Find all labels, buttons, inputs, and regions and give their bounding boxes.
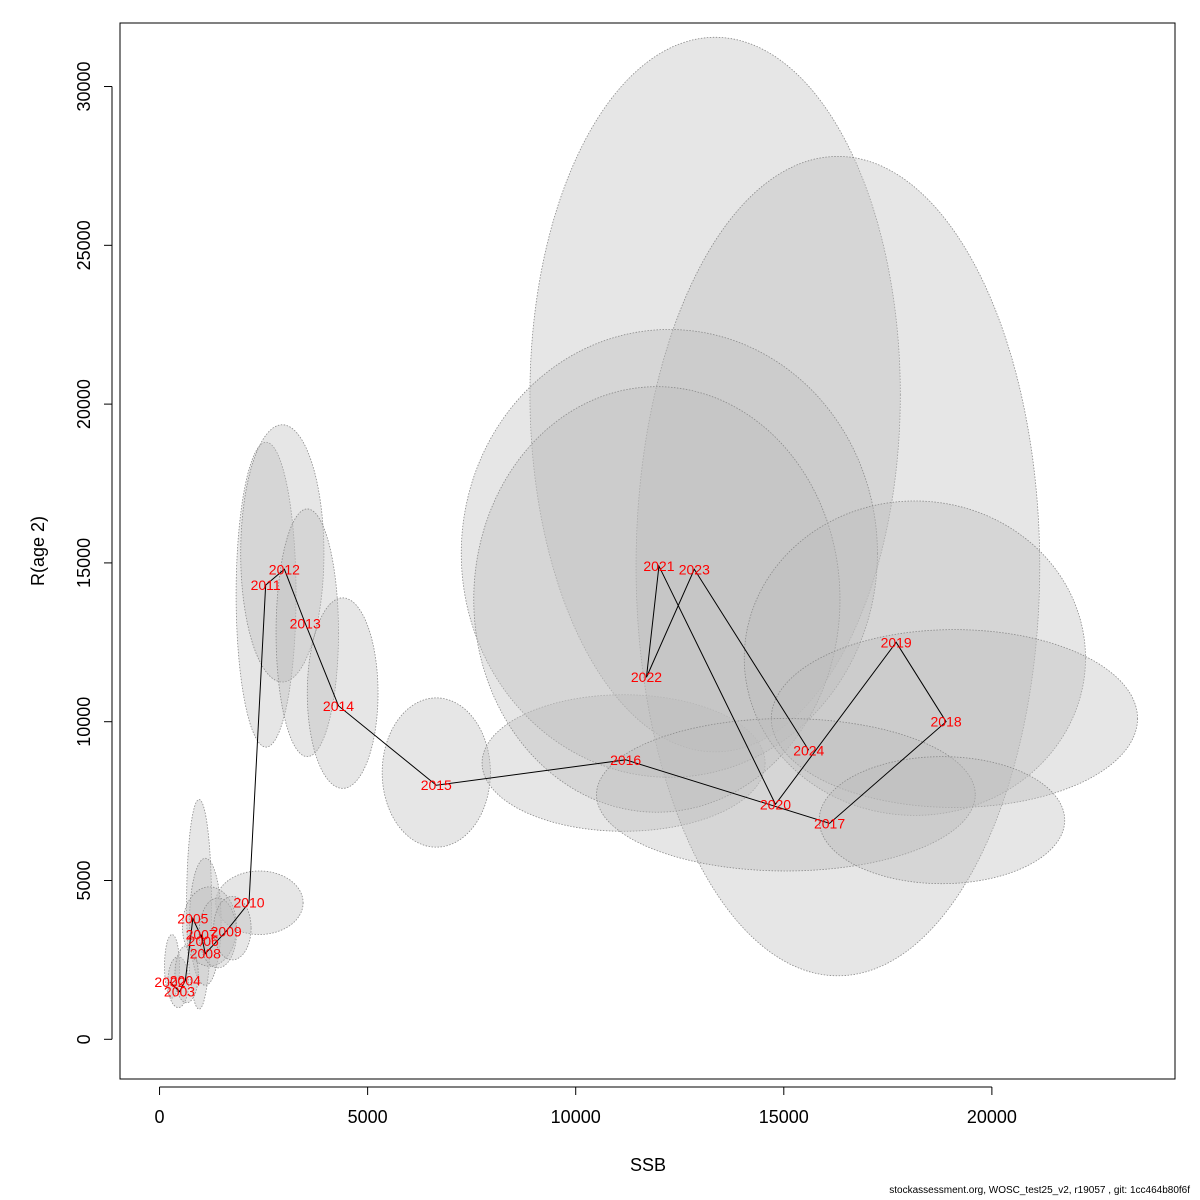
confidence-ellipse-1 bbox=[186, 799, 212, 1010]
y-tick-label-5000: 5000 bbox=[74, 860, 94, 900]
confidence-ellipse-0 bbox=[215, 870, 304, 935]
x-axis: 0 5000 10000 15000 20000 bbox=[155, 1086, 1017, 1127]
confidence-ellipse-19 bbox=[743, 500, 1086, 816]
uncertainty-ellipses bbox=[164, 36, 1138, 1010]
year-label-2020: 2020 bbox=[760, 796, 791, 812]
y-tick-label-30000: 30000 bbox=[74, 61, 94, 111]
y-tick-label-20000: 20000 bbox=[74, 379, 94, 429]
trajectory-line bbox=[169, 564, 947, 993]
x-tick-label-10000: 10000 bbox=[551, 1107, 601, 1127]
year-label-2009: 2009 bbox=[211, 923, 242, 939]
year-label-2018: 2018 bbox=[931, 714, 962, 730]
y-tick-label-10000: 10000 bbox=[74, 697, 94, 747]
y-tick-label-25000: 25000 bbox=[74, 220, 94, 270]
year-label-2002: 2002 bbox=[154, 974, 185, 990]
year-label-2021: 2021 bbox=[643, 558, 674, 574]
x-tick-label-20000: 20000 bbox=[967, 1107, 1017, 1127]
confidence-ellipse-18 bbox=[473, 386, 841, 813]
confidence-ellipse-9 bbox=[235, 441, 297, 748]
year-label-2007: 2007 bbox=[186, 926, 217, 942]
y-tick-label-0: 0 bbox=[74, 1034, 94, 1044]
confidence-ellipse-20 bbox=[770, 629, 1138, 808]
confidence-ellipse-14 bbox=[481, 694, 766, 832]
year-label-2004: 2004 bbox=[170, 973, 201, 989]
year-label-2022: 2022 bbox=[631, 669, 662, 685]
year-label-2015: 2015 bbox=[421, 777, 452, 793]
y-axis-label: R(age 2) bbox=[28, 516, 48, 586]
y-axis: 0 5000 10000 15000 20000 25000 30000 bbox=[74, 61, 113, 1044]
x-tick-label-15000: 15000 bbox=[759, 1107, 809, 1127]
year-label-2005: 2005 bbox=[177, 911, 208, 927]
x-tick-label-0: 0 bbox=[155, 1107, 165, 1127]
confidence-ellipse-16 bbox=[635, 155, 1041, 977]
year-label-2016: 2016 bbox=[610, 752, 641, 768]
confidence-ellipse-11 bbox=[275, 508, 339, 758]
year-label-2010: 2010 bbox=[233, 895, 264, 911]
year-label-2006: 2006 bbox=[188, 933, 219, 949]
year-label-2023: 2023 bbox=[679, 561, 710, 577]
footer-credit: stockassessment.org, WOSC_test25_v2, r19… bbox=[889, 1185, 1190, 1196]
year-label-2012: 2012 bbox=[269, 561, 300, 577]
year-label-2008: 2008 bbox=[190, 946, 221, 962]
year-label-2017: 2017 bbox=[814, 815, 845, 831]
x-axis-label: SSB bbox=[630, 1155, 666, 1175]
year-label-2003: 2003 bbox=[164, 984, 195, 1000]
confidence-ellipse-2 bbox=[189, 857, 222, 986]
year-label-2024: 2024 bbox=[793, 742, 824, 758]
ssb-recruitment-path bbox=[169, 564, 947, 993]
confidence-ellipse-7 bbox=[167, 956, 190, 1008]
plot-box bbox=[119, 22, 1176, 1080]
confidence-ellipse-17 bbox=[460, 329, 878, 778]
confidence-ellipse-15 bbox=[529, 36, 901, 753]
confidence-ellipse-22 bbox=[818, 756, 1066, 885]
x-tick-label-5000: 5000 bbox=[348, 1107, 388, 1127]
confidence-ellipse-21 bbox=[596, 718, 976, 872]
confidence-ellipse-12 bbox=[306, 597, 379, 789]
year-label-2019: 2019 bbox=[881, 634, 912, 650]
year-label-2014: 2014 bbox=[323, 698, 354, 714]
confidence-ellipse-13 bbox=[381, 697, 491, 848]
year-label-2013: 2013 bbox=[290, 615, 321, 631]
year-label-2011: 2011 bbox=[251, 577, 281, 593]
y-tick-label-15000: 15000 bbox=[74, 538, 94, 588]
